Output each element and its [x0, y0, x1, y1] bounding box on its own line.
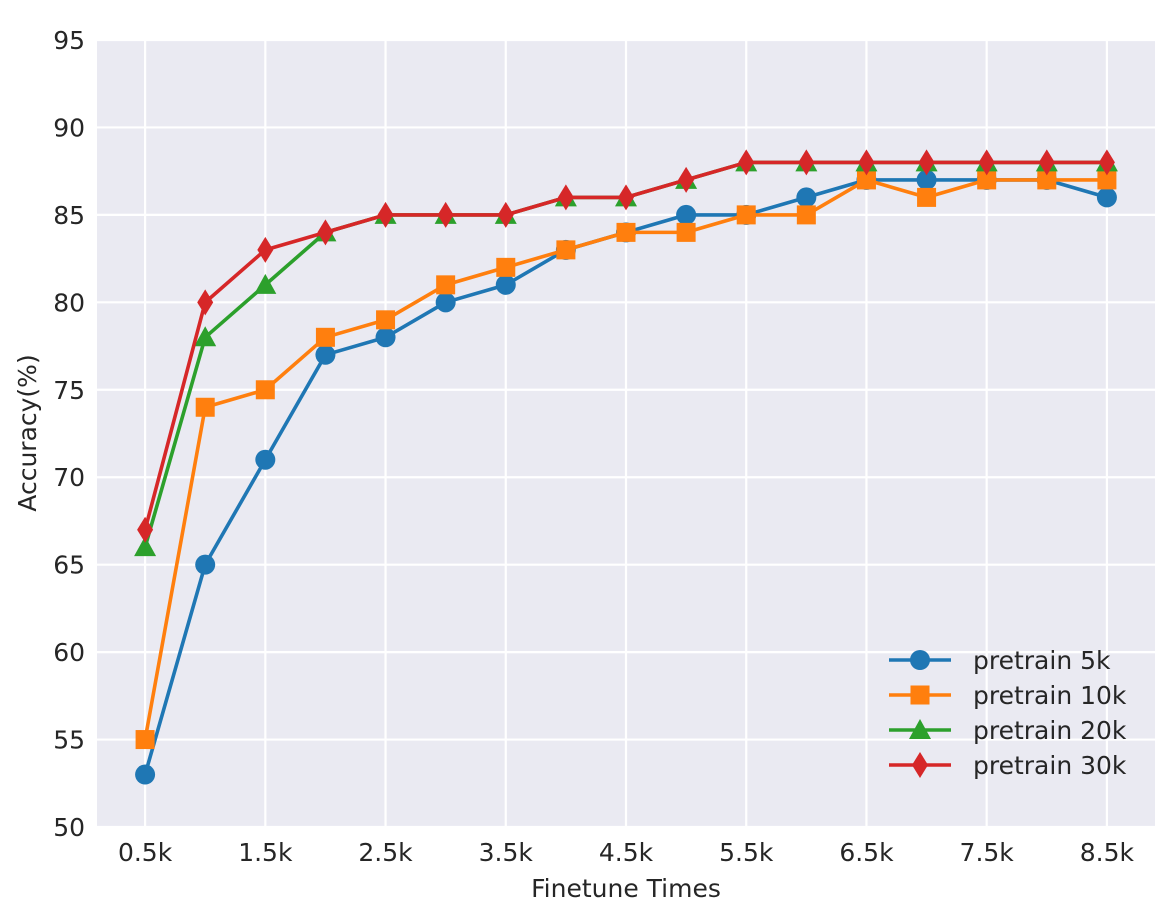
x-tick-label: 0.5k	[118, 838, 173, 867]
data-point	[317, 219, 334, 246]
x-axis-ticks: 0.5k 1.5k 2.5k 3.5k 4.5k 5.5k 6.5k 7.5k 8.5k	[118, 838, 1135, 867]
data-point	[255, 380, 275, 400]
x-axis-label: Finetune Times	[531, 874, 721, 903]
data-point	[1037, 170, 1057, 190]
data-point	[137, 516, 154, 543]
data-point	[798, 149, 815, 176]
legend-label: pretrain 20k	[973, 716, 1127, 745]
y-tick-label: 75	[53, 376, 85, 405]
data-point	[197, 289, 214, 316]
y-tick-label: 85	[53, 201, 85, 230]
y-tick-label: 80	[53, 288, 85, 317]
series-2	[135, 170, 1117, 750]
legend: pretrain 5k pretrain 10k pretrain 20k pretr…	[889, 646, 1127, 780]
legend-item: pretrain 5k	[889, 646, 1111, 675]
x-tick-label: 8.5k	[1080, 838, 1135, 867]
legend-item: pretrain 30k	[889, 751, 1127, 780]
y-tick-label: 70	[53, 463, 85, 492]
data-point	[738, 149, 755, 176]
data-point	[135, 730, 155, 750]
x-tick-label: 7.5k	[960, 838, 1015, 867]
data-point	[858, 149, 875, 176]
data-point	[437, 201, 454, 228]
data-point	[618, 184, 634, 211]
x-tick-label: 4.5k	[599, 838, 654, 867]
data-point	[194, 326, 217, 347]
x-tick-label: 2.5k	[358, 838, 413, 867]
data-point	[676, 222, 696, 242]
y-tick-label: 50	[53, 813, 85, 842]
data-point	[376, 310, 396, 330]
y-tick-label: 95	[53, 26, 85, 55]
data-point	[195, 554, 216, 575]
data-point	[676, 204, 697, 225]
data-point	[254, 273, 277, 294]
legend-item: pretrain 10k	[889, 681, 1127, 710]
legend-label: pretrain 30k	[973, 751, 1127, 780]
y-tick-label: 55	[53, 726, 85, 755]
data-point	[375, 327, 396, 348]
y-tick-label: 60	[53, 638, 85, 667]
data-point	[557, 184, 574, 211]
data-point	[495, 274, 516, 295]
legend-marker	[909, 719, 931, 739]
data-point	[134, 536, 157, 557]
legend-marker	[910, 650, 930, 670]
series-layer	[134, 149, 1118, 785]
data-point	[916, 169, 937, 190]
data-point	[496, 257, 516, 277]
data-point	[616, 222, 636, 242]
data-point	[977, 170, 997, 190]
legend-marker	[912, 752, 928, 778]
data-point	[1038, 149, 1055, 176]
data-point	[315, 344, 336, 365]
x-tick-label: 3.5k	[479, 838, 534, 867]
data-point	[255, 449, 276, 470]
data-point	[796, 187, 817, 208]
legend-marker	[910, 685, 930, 705]
data-point	[315, 327, 335, 347]
legend-label: pretrain 5k	[973, 646, 1111, 675]
data-point	[978, 149, 995, 176]
data-point	[435, 292, 456, 313]
y-tick-label: 65	[53, 551, 85, 580]
grid	[97, 38, 1155, 829]
data-point	[436, 275, 456, 295]
x-tick-label: 1.5k	[238, 838, 293, 867]
data-point	[1096, 187, 1117, 208]
data-point	[377, 201, 394, 228]
y-axis-ticks: 50 55 60 65 70 75 80 85 90 95	[53, 26, 85, 842]
data-point	[556, 240, 576, 260]
data-point	[1098, 149, 1115, 176]
x-tick-label: 6.5k	[839, 838, 894, 867]
data-point	[736, 205, 756, 225]
data-point	[497, 201, 514, 228]
data-point	[195, 397, 215, 417]
data-point	[917, 187, 937, 207]
data-point	[135, 764, 156, 785]
data-point	[678, 166, 695, 193]
data-point	[257, 236, 274, 263]
series-4	[137, 149, 1115, 543]
legend-item: pretrain 20k	[889, 716, 1127, 745]
data-point	[796, 205, 816, 225]
data-point	[856, 170, 876, 190]
y-tick-label: 90	[53, 113, 85, 142]
legend-label: pretrain 10k	[973, 681, 1127, 710]
data-point	[918, 149, 935, 176]
x-tick-label: 5.5k	[719, 838, 774, 867]
data-point	[1097, 170, 1117, 190]
y-axis-label: Accuracy(%)	[13, 354, 42, 511]
